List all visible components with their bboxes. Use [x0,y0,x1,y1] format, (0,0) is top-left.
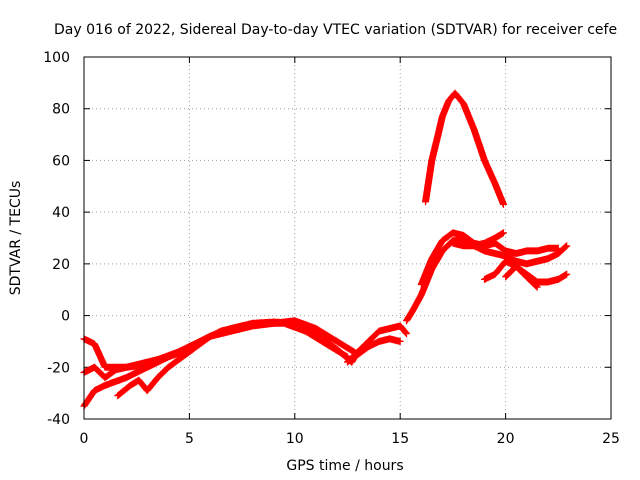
data-point-markers [449,229,507,250]
x-tick-label: 15 [391,431,409,447]
y-tick-label: -40 [47,412,70,428]
x-tick-label: 5 [185,431,194,447]
series-track-11 [502,262,541,291]
grid-lines [84,57,611,419]
data-point-markers [502,262,541,291]
series-track-1 [80,318,362,371]
y-tick-label: 0 [61,309,70,325]
x-axis-label: GPS time / hours [286,458,403,474]
data-point-markers [422,89,507,208]
x-tick-label: 20 [497,431,515,447]
x-tick-label: 25 [602,431,620,447]
data-points [80,89,571,410]
data-point-markers [114,325,236,400]
series-track-8 [422,89,507,208]
data-point-markers [344,322,410,366]
y-tick-label: 60 [52,153,70,169]
y-tick-label: 80 [52,102,70,118]
y-tick-label: 40 [52,205,70,221]
y-tick-label: 100 [43,50,70,66]
chart-title: Day 016 of 2022, Sidereal Day-to-day VTE… [54,22,617,38]
y-axis-label: SDTVAR / TECUs [8,181,24,296]
series-track-9 [449,229,507,250]
data-point-markers [80,318,362,371]
series-track-4 [114,325,236,400]
series-track-5 [344,322,410,366]
y-tick-label: -20 [47,360,70,376]
plot-area-border [83,56,612,420]
x-tick-label: 0 [80,431,89,447]
x-tick-label: 10 [286,431,304,447]
y-tick-label: 20 [52,257,70,273]
